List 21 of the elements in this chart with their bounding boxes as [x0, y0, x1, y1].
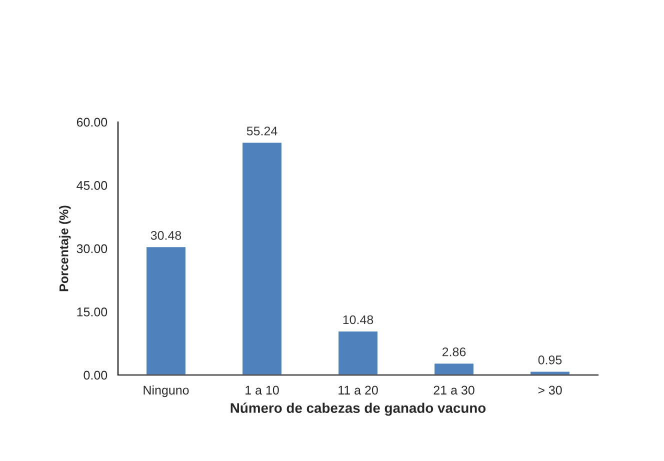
bar — [433, 362, 475, 375]
y-tick-label: 30.00 — [76, 244, 108, 254]
bar — [241, 141, 283, 375]
y-tick-label: 0.00 — [84, 370, 108, 380]
data-label: 0.95 — [538, 356, 562, 364]
y-tick-label: 45.00 — [76, 181, 108, 190]
data-label: 30.48 — [150, 230, 182, 240]
x-axis-title: Número de cabezas de ganado vacuno — [230, 402, 486, 416]
y-tick-label: 15.00 — [77, 308, 108, 316]
data-label: 2.86 — [442, 347, 466, 356]
x-tick-label: 11 a 20 — [338, 386, 378, 395]
data-label: 10.48 — [343, 315, 374, 324]
data-label: 55.24 — [246, 126, 278, 136]
y-tick-label: 60.00 — [76, 118, 108, 127]
x-tick-label: 1 a 10 — [246, 386, 279, 395]
bar — [337, 330, 379, 375]
x-tick-label: 21 a 30 — [434, 386, 474, 395]
x-tick-label: > 30 — [538, 386, 562, 395]
y-axis-title: Porcentaje (%) — [59, 206, 71, 292]
bar — [145, 246, 187, 375]
x-tick-label: Ninguno — [144, 385, 189, 398]
